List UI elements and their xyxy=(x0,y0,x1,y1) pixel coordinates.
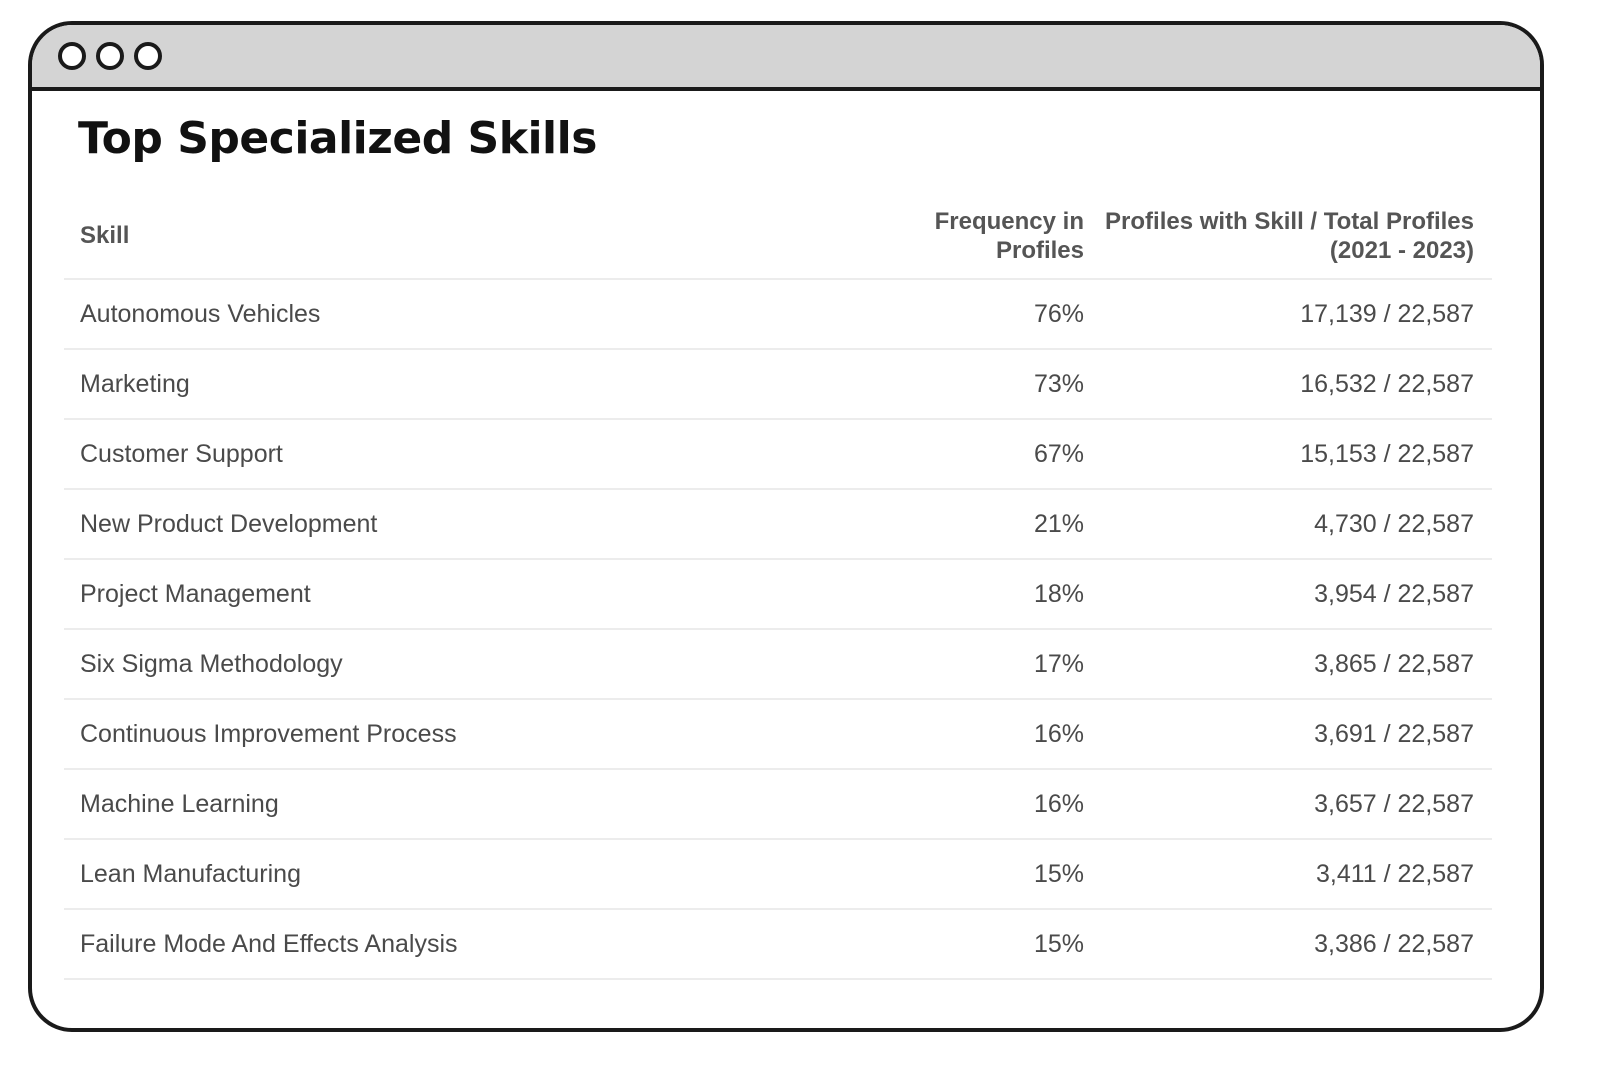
frequency-cell: 21% xyxy=(1033,509,1084,538)
profiles-cell: 3,954 / 22,587 xyxy=(1314,579,1474,608)
skill-cell: Continuous Improvement Process xyxy=(80,719,457,748)
table-row: New Product Development 21% 4,730 / 22,587 xyxy=(64,490,1492,560)
skill-cell: Six Sigma Methodology xyxy=(80,649,343,678)
skill-cell: Lean Manufacturing xyxy=(80,859,301,888)
skill-cell: New Product Development xyxy=(80,509,378,538)
frequency-cell: 76% xyxy=(1033,299,1084,328)
column-header-profiles[interactable]: Profiles with Skill / Total Profiles (20… xyxy=(1105,208,1474,264)
table-row: Marketing 73% 16,532 / 22,587 xyxy=(64,350,1492,420)
profiles-cell: 16,532 / 22,587 xyxy=(1300,369,1474,398)
table-row: Failure Mode And Effects Analysis 15% 3,38… xyxy=(64,910,1492,980)
skill-cell: Failure Mode And Effects Analysis xyxy=(80,929,458,958)
column-header-skill[interactable]: Skill xyxy=(80,222,130,249)
table-row: Project Management 18% 3,954 / 22,587 xyxy=(64,560,1492,630)
profiles-cell: 4,730 / 22,587 xyxy=(1314,509,1474,538)
window-titlebar xyxy=(32,25,1540,91)
column-header-frequency[interactable]: Frequency in Profiles xyxy=(934,208,1084,264)
profiles-cell: 3,691 / 22,587 xyxy=(1314,719,1474,748)
skill-cell: Machine Learning xyxy=(80,789,279,818)
frequency-cell: 16% xyxy=(1033,719,1084,748)
skill-cell: Autonomous Vehicles xyxy=(80,299,321,328)
frequency-cell: 17% xyxy=(1033,649,1084,678)
table-body: Autonomous Vehicles 76% 17,139 / 22,587 Mar… xyxy=(64,280,1492,980)
frequency-cell: 73% xyxy=(1033,369,1084,398)
table-row: Machine Learning 16% 3,657 / 22,587 xyxy=(64,770,1492,840)
frequency-cell: 18% xyxy=(1033,579,1084,608)
table-row: Lean Manufacturing 15% 3,411 / 22,587 xyxy=(64,840,1492,910)
profiles-cell: 3,657 / 22,587 xyxy=(1314,789,1474,818)
table-row: Customer Support 67% 15,153 / 22,587 xyxy=(64,420,1492,490)
page-title: Top Specialized Skills xyxy=(78,113,597,164)
window-close-circle-icon[interactable] xyxy=(58,42,86,70)
skill-cell: Marketing xyxy=(80,369,190,398)
profiles-cell: 3,386 / 22,587 xyxy=(1314,929,1474,958)
frequency-cell: 16% xyxy=(1033,789,1084,818)
profiles-cell: 3,411 / 22,587 xyxy=(1315,859,1474,888)
skills-table: Skill Frequency in Profiles Profiles wit… xyxy=(64,194,1492,980)
window-minimize-circle-icon[interactable] xyxy=(96,42,124,70)
profiles-cell: 17,139 / 22,587 xyxy=(1300,299,1474,328)
table-row: Autonomous Vehicles 76% 17,139 / 22,587 xyxy=(64,280,1492,350)
table-row: Six Sigma Methodology 17% 3,865 / 22,587 xyxy=(64,630,1492,700)
table-row: Continuous Improvement Process 16% 3,691 /… xyxy=(64,700,1492,770)
frequency-cell: 15% xyxy=(1033,859,1084,888)
frequency-cell: 15% xyxy=(1033,929,1084,958)
skill-cell: Project Management xyxy=(80,579,311,608)
skill-cell: Customer Support xyxy=(80,439,283,468)
profiles-cell: 3,865 / 22,587 xyxy=(1314,649,1474,678)
table-header-row: Skill Frequency in Profiles Profiles wit… xyxy=(64,194,1492,280)
window-maximize-circle-icon[interactable] xyxy=(134,42,162,70)
browser-window: Top Specialized Skills Skill Frequency i… xyxy=(28,21,1544,1032)
profiles-cell: 15,153 / 22,587 xyxy=(1300,439,1474,468)
frequency-cell: 67% xyxy=(1033,439,1084,468)
